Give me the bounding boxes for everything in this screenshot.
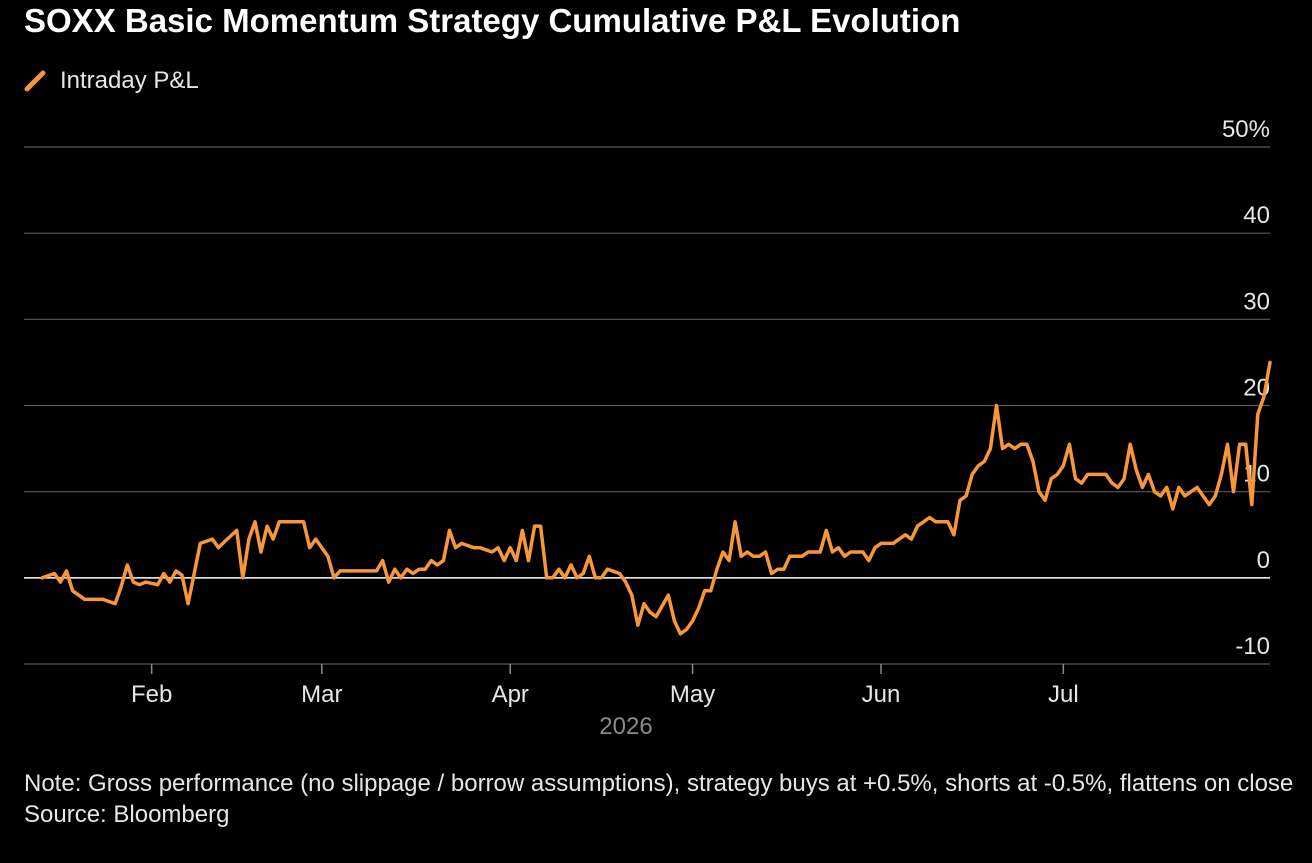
x-tick-label: Apr	[492, 681, 529, 708]
footer-note: Note: Gross performance (no slippage / b…	[24, 770, 1294, 797]
x-axis-label: 2026	[599, 713, 652, 740]
legend-swatch-icon	[24, 70, 46, 92]
x-tick-label: May	[670, 681, 715, 708]
y-tick-label: 30	[1243, 288, 1270, 315]
series-line	[40, 360, 1272, 636]
chart-title: SOXX Basic Momentum Strategy Cumulative …	[24, 2, 961, 39]
x-tick-label: Jul	[1048, 681, 1079, 708]
x-tick-label: Mar	[301, 681, 342, 708]
y-tick-label: 0	[1257, 547, 1270, 574]
y-tick-label: 50%	[1222, 116, 1270, 143]
footer: Note: Gross performance (no slippage / b…	[24, 768, 1294, 830]
y-tick-label: -10	[1235, 633, 1270, 660]
x-tick-label: Jun	[862, 681, 901, 708]
legend: Intraday P&L	[24, 64, 199, 98]
y-tick-label: 40	[1243, 202, 1270, 229]
x-tick-label: Feb	[131, 681, 172, 708]
legend-label: Intraday P&L	[60, 67, 199, 94]
footer-source: Source: Bloomberg	[24, 801, 230, 828]
